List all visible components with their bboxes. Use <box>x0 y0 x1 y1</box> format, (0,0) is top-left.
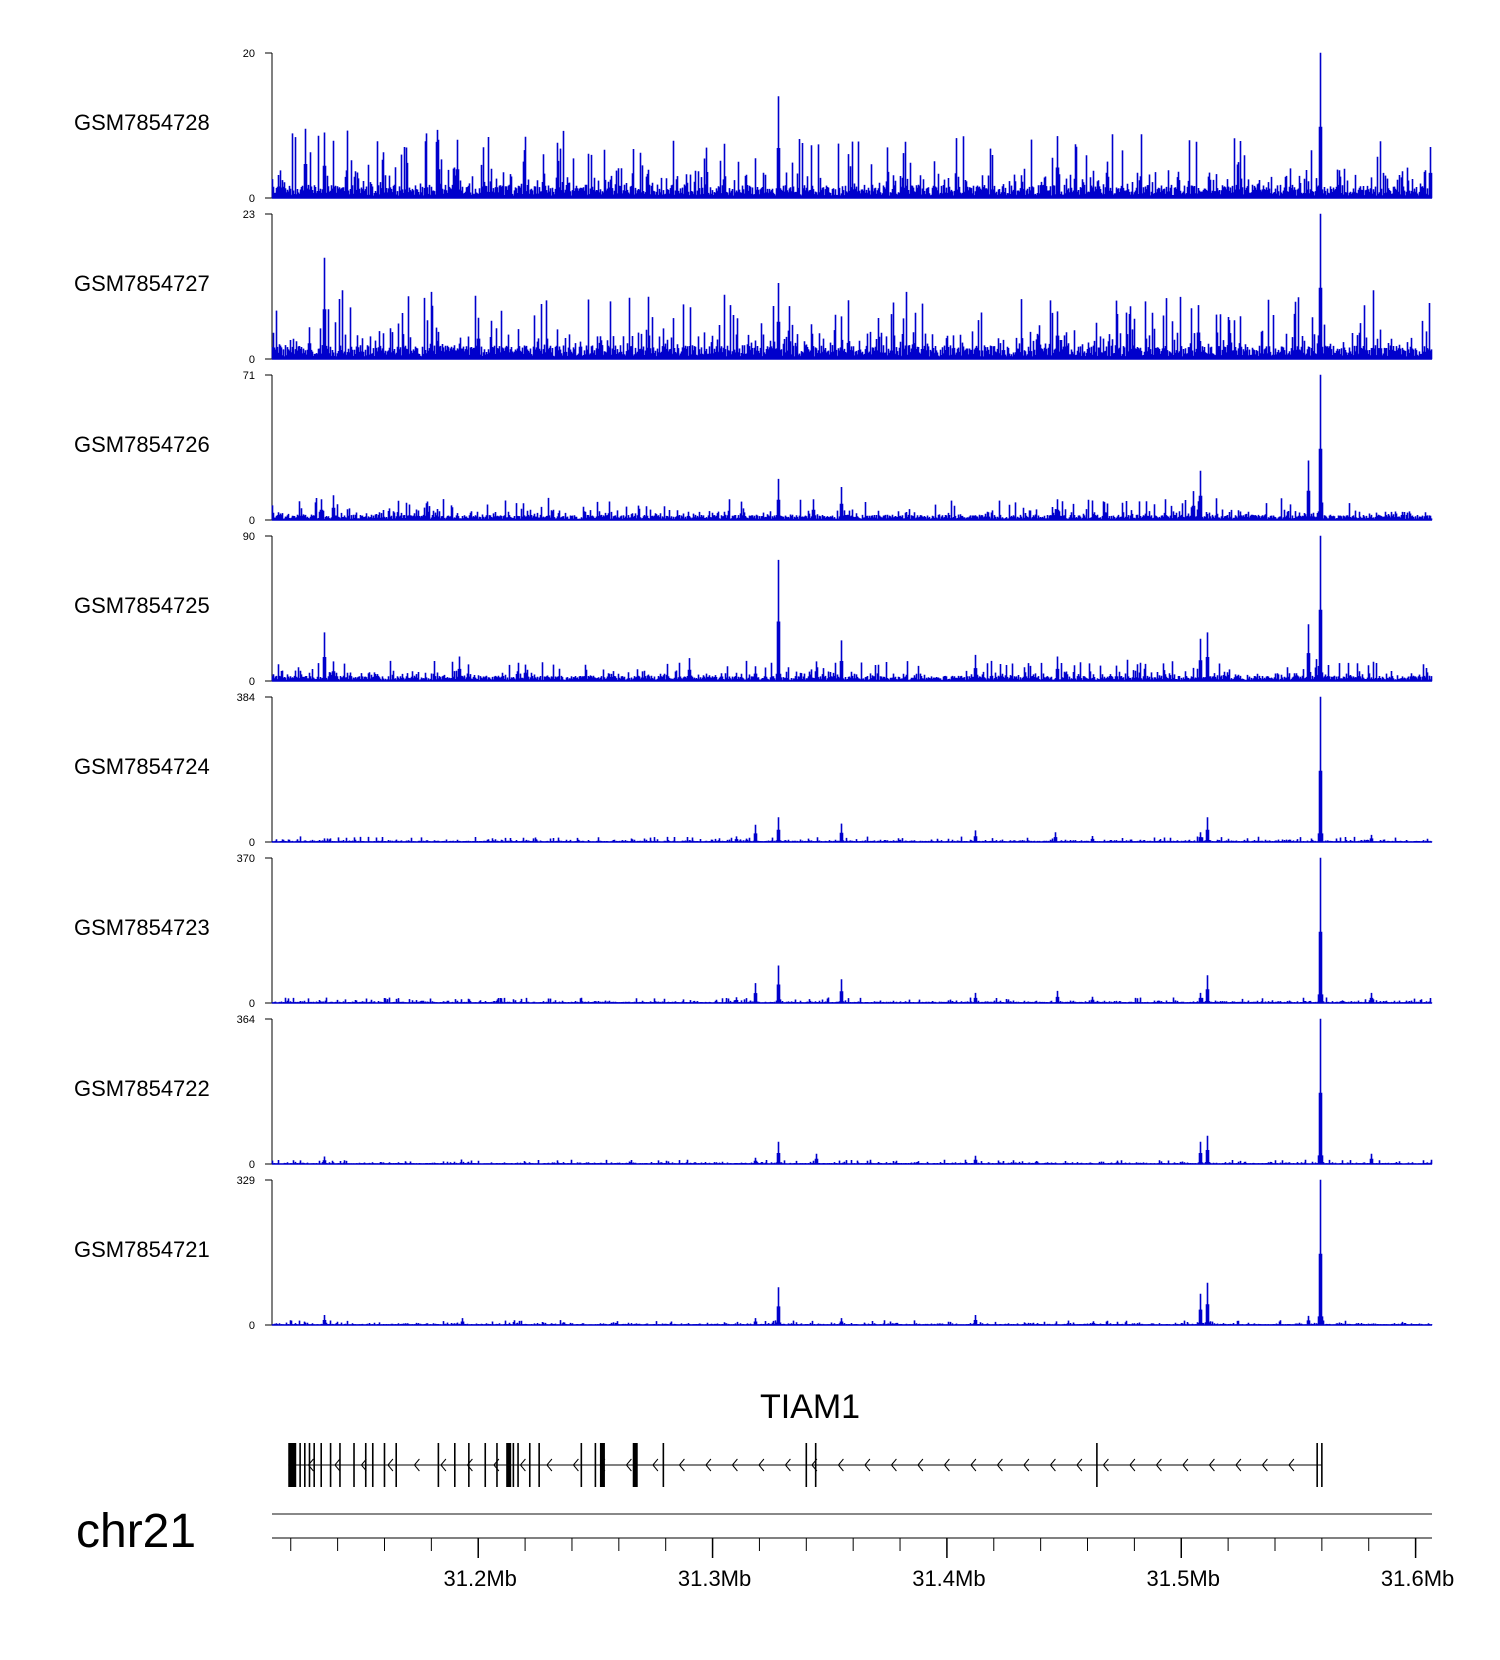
strand-arrow <box>1182 1458 1189 1472</box>
strand-arrow <box>1208 1458 1215 1472</box>
strand-arrow <box>652 1458 659 1472</box>
strand-arrow <box>970 1458 977 1472</box>
track-sample-label: GSM7854725 <box>74 593 210 618</box>
y-axis-max-label: 23 <box>243 209 255 221</box>
strand-arrow <box>996 1458 1003 1472</box>
strand-arrow <box>864 1458 871 1472</box>
strand-arrow <box>1288 1458 1295 1472</box>
y-axis-max-label: 384 <box>237 692 255 704</box>
track-sample-label: GSM7854728 <box>74 110 210 135</box>
coverage-track: GSM7854724 384 0 <box>74 692 1433 849</box>
coverage-area <box>271 696 1433 843</box>
coverage-track: GSM7854723 370 0 <box>74 853 1433 1010</box>
coverage-area <box>271 535 1433 682</box>
strand-arrow <box>705 1458 712 1472</box>
coverage-area <box>271 1018 1433 1165</box>
strand-arrow <box>1129 1458 1136 1472</box>
gene-label: TIAM1 <box>760 1388 860 1426</box>
y-axis-min-label: 0 <box>249 515 255 527</box>
track-sample-label: GSM7854723 <box>74 915 210 940</box>
track-sample-label: GSM7854721 <box>74 1237 210 1262</box>
strand-arrow <box>731 1458 738 1472</box>
strand-arrow <box>890 1458 897 1472</box>
y-axis-max-label: 71 <box>243 370 255 382</box>
strand-arrow <box>360 1458 367 1472</box>
exon-coding-block <box>290 1443 296 1487</box>
strand-arrow <box>1261 1458 1268 1472</box>
chromosome-label: chr21 <box>76 1505 196 1558</box>
coverage-area <box>271 374 1433 521</box>
strand-arrow <box>466 1458 473 1472</box>
strand-arrow <box>1076 1458 1083 1472</box>
strand-arrow <box>625 1458 632 1472</box>
y-axis-max-label: 364 <box>237 1014 255 1026</box>
coverage-track: GSM7854726 71 0 <box>74 370 1433 527</box>
strand-arrow <box>572 1458 579 1472</box>
exon-coding-block <box>506 1443 512 1487</box>
strand-arrow <box>413 1458 420 1472</box>
strand-arrow <box>1023 1458 1030 1472</box>
coverage-area <box>271 213 1433 360</box>
strand-arrow <box>943 1458 950 1472</box>
y-axis-min-label: 0 <box>249 354 255 366</box>
track-sample-label: GSM7854724 <box>74 754 210 779</box>
genome-axis: chr21 31.2Mb 31.3Mb 31.4Mb 31.5Mb 31.6Mb <box>76 1505 1454 1591</box>
strand-arrow <box>334 1458 341 1472</box>
coverage-track: GSM7854725 90 0 <box>74 531 1433 688</box>
exon-coding-block <box>632 1443 638 1487</box>
strand-arrow <box>837 1458 844 1472</box>
coverage-track: GSM7854722 364 0 <box>74 1014 1433 1171</box>
axis-tick-label: 31.3Mb <box>678 1566 751 1591</box>
exon-coding-block <box>599 1443 605 1487</box>
strand-arrow <box>784 1458 791 1472</box>
track-sample-label: GSM7854722 <box>74 1076 210 1101</box>
strand-arrow <box>1235 1458 1242 1472</box>
axis-tick-label: 31.5Mb <box>1147 1566 1220 1591</box>
coverage-track: GSM7854728 20 0 <box>74 48 1433 205</box>
strand-arrow <box>1102 1458 1109 1472</box>
y-axis-max-label: 370 <box>237 853 255 865</box>
y-axis-max-label: 90 <box>243 531 255 543</box>
track-sample-label: GSM7854727 <box>74 271 210 296</box>
coverage-area <box>271 857 1433 1004</box>
y-axis-min-label: 0 <box>249 1320 255 1332</box>
y-axis-min-label: 0 <box>249 837 255 849</box>
strand-arrow <box>917 1458 924 1472</box>
gene-model: TIAM1 <box>288 1388 1323 1487</box>
y-axis-max-label: 20 <box>243 48 255 60</box>
y-axis-max-label: 329 <box>237 1175 255 1187</box>
coverage-track: GSM7854727 23 0 <box>74 209 1433 366</box>
strand-arrow <box>440 1458 447 1472</box>
strand-arrow <box>387 1458 394 1472</box>
strand-arrow <box>307 1458 314 1472</box>
axis-tick-label: 31.6Mb <box>1381 1566 1454 1591</box>
strand-arrow <box>1155 1458 1162 1472</box>
y-axis-min-label: 0 <box>249 676 255 688</box>
y-axis-min-label: 0 <box>249 998 255 1010</box>
strand-arrow <box>546 1458 553 1472</box>
track-sample-label: GSM7854726 <box>74 432 210 457</box>
coverage-track: GSM7854721 329 0 <box>74 1175 1433 1332</box>
coverage-area <box>271 1179 1433 1326</box>
axis-tick-label: 31.2Mb <box>444 1566 517 1591</box>
y-axis-min-label: 0 <box>249 1159 255 1171</box>
strand-arrow <box>758 1458 765 1472</box>
y-axis-min-label: 0 <box>249 193 255 205</box>
coverage-area <box>271 52 1433 199</box>
strand-arrow <box>1049 1458 1056 1472</box>
axis-tick-label: 31.4Mb <box>912 1566 985 1591</box>
strand-arrow <box>678 1458 685 1472</box>
strand-arrow <box>519 1458 526 1472</box>
